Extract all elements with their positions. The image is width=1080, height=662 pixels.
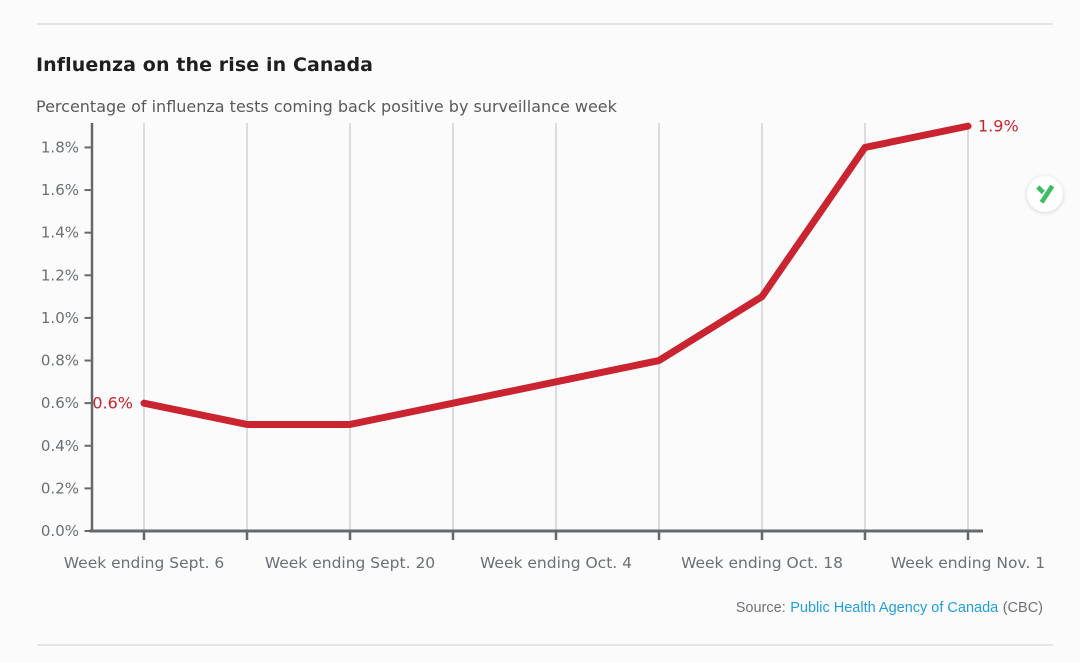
y-tick-label: 1.8% [41,138,79,156]
point-label-last: 1.9% [978,117,1019,136]
top-divider [37,23,1053,25]
series-line [140,122,972,428]
y-tick-label: 0.2% [41,479,79,497]
source-suffix: (CBC) [1002,600,1043,616]
y-tick-label: 0.4% [41,437,79,455]
point-label-first: 0.6% [92,394,133,413]
x-tick-label: Week ending Sept. 20 [265,554,435,572]
page-title: Influenza on the rise in Canada [36,53,374,76]
y-tick-label: 1.2% [41,266,79,284]
y-tick-label: 1.4% [41,224,79,242]
x-tick-label: Week ending Oct. 18 [681,554,843,572]
y-tick-label: 1.6% [41,181,79,199]
y-logo-badge[interactable] [1027,176,1063,212]
bottom-divider [37,644,1053,646]
y-tick-label: 0.6% [41,394,79,412]
x-tick-label: Week ending Sept. 6 [64,554,225,572]
y-tick-label: 0.0% [41,522,79,540]
x-tick-label: Week ending Nov. 1 [891,554,1045,572]
y-tick-label: 1.0% [41,309,79,327]
source-link[interactable]: Public Health Agency of Canada [790,600,999,616]
source-prefix: Source: [735,600,786,616]
chart-subtitle: Percentage of influenza tests coming bac… [36,97,617,116]
source-line: Source: Public Health Agency of Canada (… [736,600,1043,616]
y-logo-icon [1036,184,1055,204]
x-tick-label: Week ending Oct. 4 [480,554,632,572]
y-tick-label: 0.8% [41,352,79,370]
